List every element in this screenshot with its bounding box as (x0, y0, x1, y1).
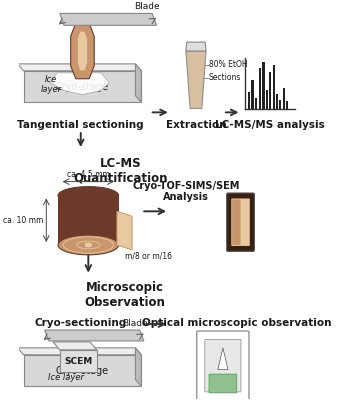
FancyBboxPatch shape (231, 198, 250, 246)
Polygon shape (53, 342, 97, 350)
Text: Tangential sectioning: Tangential sectioning (18, 120, 144, 130)
Polygon shape (58, 196, 119, 245)
Polygon shape (135, 64, 141, 102)
FancyBboxPatch shape (197, 331, 249, 400)
Text: Ice layer: Ice layer (48, 373, 84, 382)
Text: Extraction: Extraction (166, 120, 226, 130)
Polygon shape (117, 211, 132, 250)
FancyBboxPatch shape (227, 193, 254, 251)
FancyBboxPatch shape (209, 374, 237, 393)
Text: Cryo-sectioning: Cryo-sectioning (35, 318, 127, 328)
Polygon shape (24, 71, 141, 102)
Text: LC-MS
Quantification: LC-MS Quantification (73, 157, 167, 185)
Text: Cryo-stage: Cryo-stage (56, 82, 109, 92)
FancyBboxPatch shape (205, 340, 241, 392)
Polygon shape (60, 350, 97, 372)
Polygon shape (186, 51, 206, 108)
Polygon shape (78, 31, 88, 71)
Ellipse shape (58, 235, 119, 255)
Polygon shape (51, 73, 109, 94)
Text: Blade: Blade (123, 319, 148, 328)
Polygon shape (60, 14, 156, 25)
Text: ca. 10 mm: ca. 10 mm (3, 216, 43, 225)
Text: Ice
layer: Ice layer (41, 75, 62, 94)
Text: Blade: Blade (134, 2, 160, 12)
Ellipse shape (58, 186, 119, 204)
Text: 80% EtOH: 80% EtOH (209, 60, 247, 69)
Text: Sections: Sections (209, 73, 241, 82)
Polygon shape (24, 355, 141, 386)
Text: Microscopic
Observation: Microscopic Observation (84, 280, 165, 308)
Polygon shape (18, 348, 141, 355)
Text: Optical microscopic observation: Optical microscopic observation (142, 318, 331, 328)
Polygon shape (218, 348, 228, 370)
Polygon shape (186, 42, 206, 51)
Text: SCEM: SCEM (64, 357, 92, 366)
FancyBboxPatch shape (232, 200, 241, 245)
Text: LC-MS/MS analysis: LC-MS/MS analysis (215, 120, 325, 130)
Polygon shape (44, 330, 144, 341)
Polygon shape (135, 348, 141, 386)
Text: Cryo-stage: Cryo-stage (56, 366, 109, 376)
Ellipse shape (84, 242, 93, 248)
Text: Cryo-TOF-SIMS/SEM
Analysis: Cryo-TOF-SIMS/SEM Analysis (132, 181, 240, 202)
Text: ca. 4.5 mm: ca. 4.5 mm (67, 170, 110, 179)
Text: m/8 or m/16: m/8 or m/16 (125, 251, 172, 260)
Polygon shape (71, 23, 94, 79)
Polygon shape (18, 64, 141, 71)
